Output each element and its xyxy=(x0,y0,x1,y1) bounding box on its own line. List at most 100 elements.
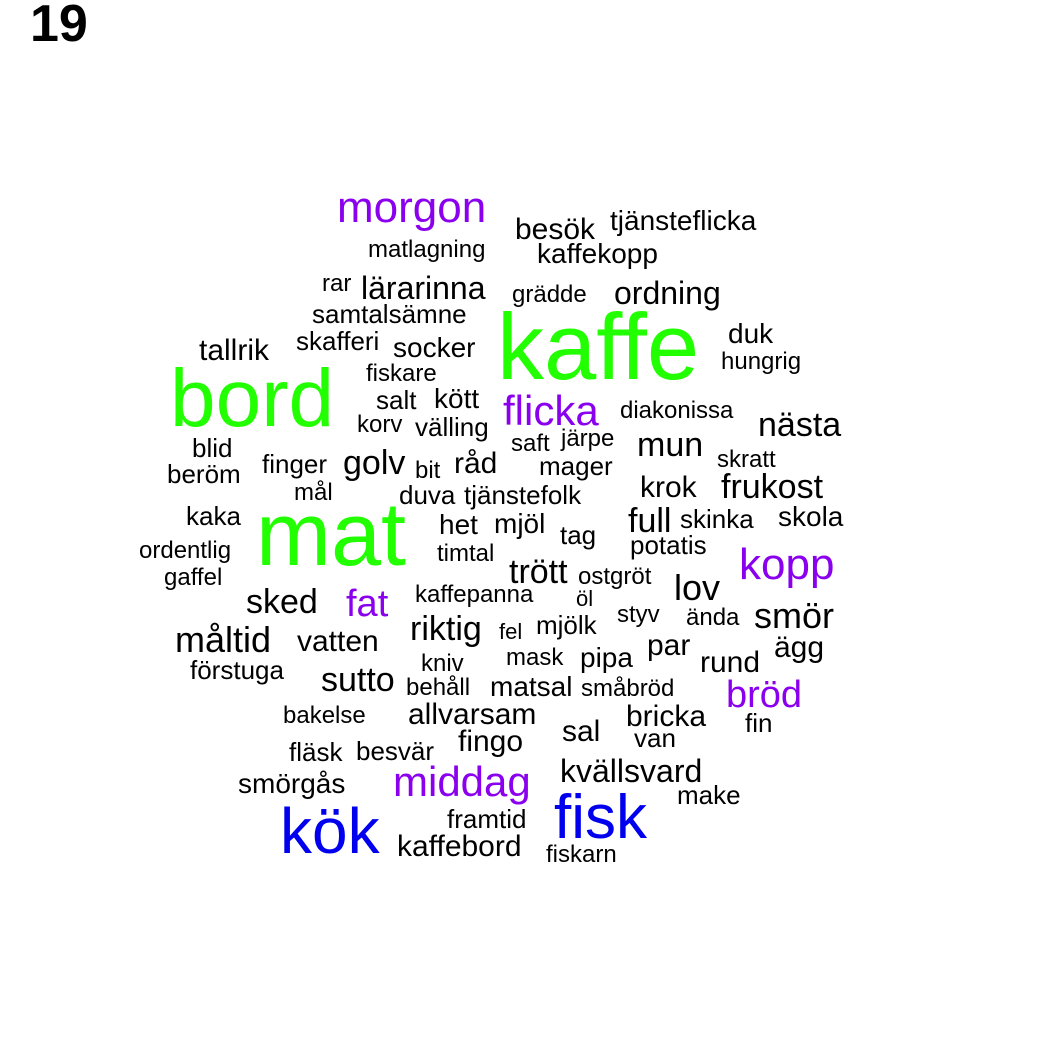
word-60: trött xyxy=(509,553,568,591)
word-51: mjöl xyxy=(494,508,546,539)
word-30: korv xyxy=(357,411,403,438)
word-76: förstuga xyxy=(190,655,284,685)
word-65: öl xyxy=(576,586,594,611)
word-89: sal xyxy=(562,715,601,748)
word-87: bricka xyxy=(626,700,707,733)
word-92: fläsk xyxy=(289,737,343,767)
word-10: middag xyxy=(393,758,531,805)
word-26: fiskare xyxy=(366,360,437,387)
word-66: styv xyxy=(617,601,660,628)
word-23: tallrik xyxy=(199,334,270,367)
word-19: ordning xyxy=(614,275,721,311)
word-75: ägg xyxy=(774,631,825,664)
word-52: full xyxy=(628,502,672,540)
word-72: måltid xyxy=(175,619,272,660)
word-14: matlagning xyxy=(368,236,486,263)
word-24: duk xyxy=(728,318,774,349)
word-12: besök xyxy=(515,213,596,246)
word-48: tjänstefolk xyxy=(464,480,582,510)
word-81: sutto xyxy=(321,661,395,699)
word-20: samtalsämne xyxy=(312,299,467,329)
word-4: kök xyxy=(280,795,380,867)
word-82: behåll xyxy=(406,674,471,701)
word-45: frukost xyxy=(721,468,824,506)
word-15: kaffekopp xyxy=(537,238,658,269)
word-69: riktig xyxy=(410,610,482,648)
word-94: kvällsvard xyxy=(560,753,703,789)
word-86: allvarsam xyxy=(408,698,537,731)
word-43: mager xyxy=(539,451,613,481)
word-97: framtid xyxy=(447,804,527,834)
word-79: pipa xyxy=(580,642,633,673)
word-38: beröm xyxy=(167,459,241,489)
word-88: fin xyxy=(745,708,773,738)
word-13: tjänsteflicka xyxy=(610,205,757,236)
word-37: skratt xyxy=(717,446,776,473)
word-34: saft xyxy=(511,430,550,457)
word-85: bakelse xyxy=(283,702,366,729)
word-7: flicka xyxy=(503,387,599,434)
word-22: socker xyxy=(393,332,476,363)
word-95: smörgås xyxy=(238,768,346,799)
word-80: rund xyxy=(700,646,761,679)
word-53: skinka xyxy=(680,504,754,534)
word-83: matsal xyxy=(490,671,573,702)
word-5: fisk xyxy=(554,783,647,852)
word-73: vatten xyxy=(297,625,379,658)
word-63: kaffepanna xyxy=(415,581,534,608)
word-54: skola xyxy=(778,501,844,532)
word-93: besvär xyxy=(356,736,435,766)
word-39: finger xyxy=(262,449,328,479)
word-27: salt xyxy=(376,385,417,415)
word-40: golv xyxy=(343,444,406,482)
word-56: potatis xyxy=(630,530,707,560)
word-91: van xyxy=(634,723,676,753)
word-84: småbröd xyxy=(581,675,675,702)
word-35: järpe xyxy=(561,425,615,452)
word-32: nästa xyxy=(758,406,842,444)
word-3: mat xyxy=(256,485,407,585)
word-50: het xyxy=(439,509,478,540)
word-57: ordentlig xyxy=(139,537,232,564)
word-6: morgon xyxy=(337,183,487,232)
word-25: hungrig xyxy=(721,348,802,375)
word-49: kaka xyxy=(186,501,241,531)
word-98: kaffebord xyxy=(397,830,522,863)
word-62: lov xyxy=(674,567,721,608)
word-67: ända xyxy=(686,604,740,631)
word-8: kopp xyxy=(739,540,835,589)
word-77: kniv xyxy=(421,650,464,677)
word-16: rar xyxy=(322,270,352,297)
word-59: gaffel xyxy=(164,564,223,591)
word-11: bröd xyxy=(726,674,803,716)
word-31: välling xyxy=(415,412,489,442)
word-21: skafferi xyxy=(296,326,380,356)
word-47: duva xyxy=(399,480,456,510)
word-90: fingo xyxy=(458,725,524,758)
word-99: fiskarn xyxy=(546,841,617,868)
page-number: 19 xyxy=(30,0,88,53)
word-44: krok xyxy=(640,471,697,504)
word-36: mun xyxy=(637,426,704,464)
word-18: grädde xyxy=(512,281,587,308)
word-68: smör xyxy=(754,595,834,636)
word-28: kött xyxy=(434,383,480,414)
word-46: mål xyxy=(294,479,333,506)
word-33: blid xyxy=(192,433,233,463)
word-1: kaffe xyxy=(497,294,700,399)
word-2: bord xyxy=(170,353,335,444)
word-64: sked xyxy=(246,583,318,621)
word-42: råd xyxy=(454,447,498,480)
word-55: tag xyxy=(560,520,597,550)
word-61: ostgröt xyxy=(578,563,652,590)
word-41: bit xyxy=(415,457,441,484)
word-74: par xyxy=(647,629,691,662)
word-58: timtal xyxy=(437,540,495,567)
word-71: mjölk xyxy=(536,610,597,640)
word-17: lärarinna xyxy=(361,270,486,306)
word-78: mask xyxy=(506,644,564,671)
word-70: fel xyxy=(499,619,523,644)
word-96: make xyxy=(677,780,741,810)
word-29: diakonissa xyxy=(620,397,734,424)
